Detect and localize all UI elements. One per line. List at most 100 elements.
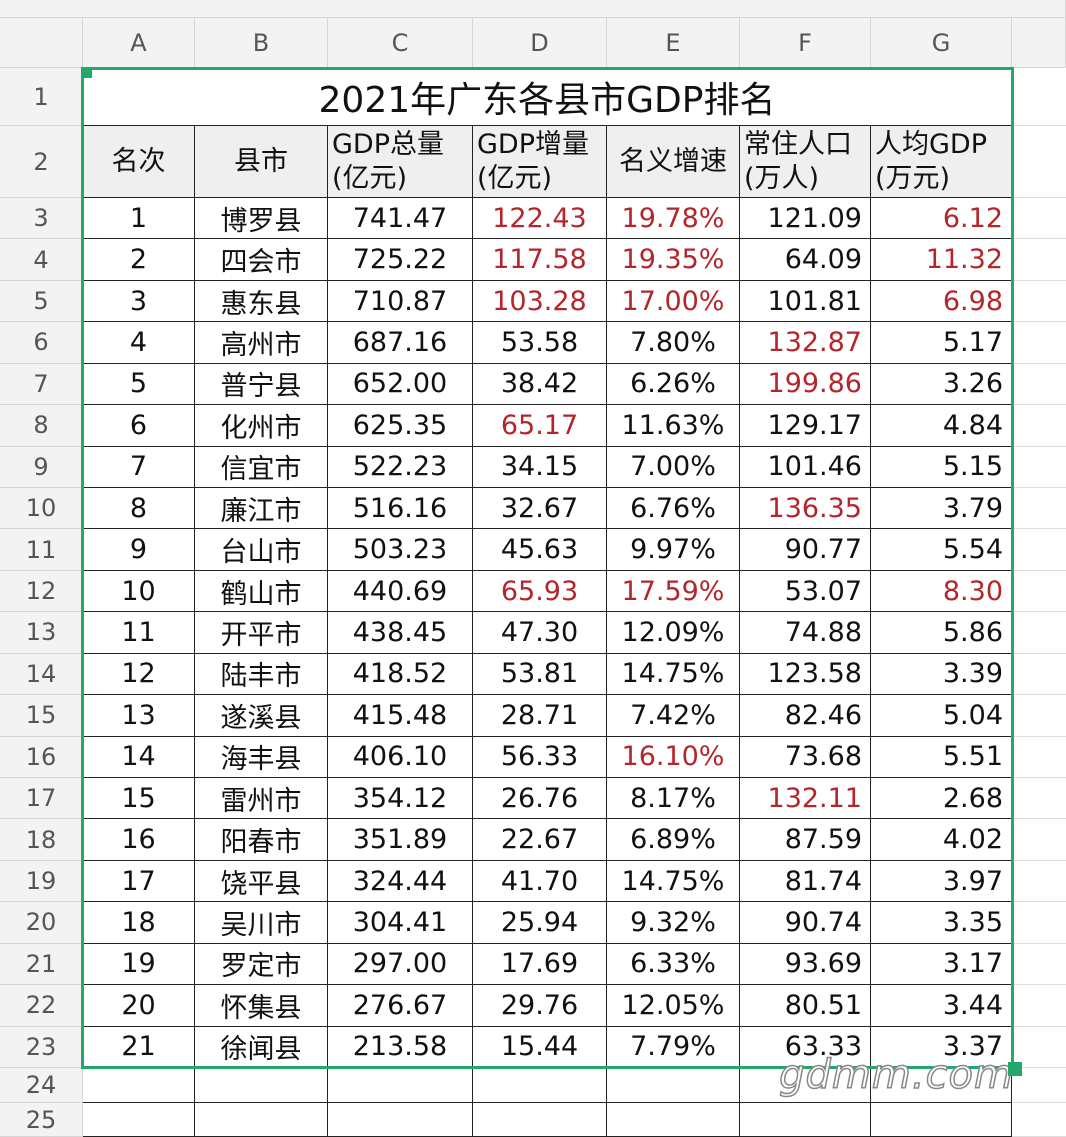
empty-cell[interactable] [1012, 944, 1066, 986]
row-header[interactable]: 6 [0, 322, 83, 364]
empty-cell[interactable] [328, 1103, 473, 1137]
column-header[interactable]: D [473, 18, 607, 68]
empty-cell[interactable] [607, 1068, 740, 1103]
row-header[interactable]: 20 [0, 902, 83, 944]
row-header[interactable]: 14 [0, 653, 83, 696]
data-cell: 14 [83, 736, 195, 778]
data-cell: 122.43 [473, 198, 607, 240]
row-header[interactable]: 9 [0, 446, 83, 488]
empty-cell[interactable] [1012, 902, 1066, 944]
row-header[interactable]: 18 [0, 819, 83, 861]
row-header[interactable]: 4 [0, 239, 83, 281]
empty-cell[interactable] [1012, 405, 1066, 447]
row-header[interactable]: 16 [0, 736, 83, 778]
column-header[interactable]: E [607, 18, 740, 68]
empty-cell[interactable] [83, 1068, 195, 1103]
row-header[interactable]: 7 [0, 363, 83, 406]
empty-cell[interactable] [83, 1103, 195, 1137]
data-cell: 12.09% [607, 612, 740, 654]
data-cell: 103.28 [473, 280, 607, 323]
row-header[interactable]: 15 [0, 695, 83, 737]
empty-cell[interactable] [1012, 695, 1066, 737]
header-text: 常住人口 [744, 128, 852, 160]
empty-cell[interactable] [1012, 571, 1066, 613]
row-header[interactable]: 11 [0, 529, 83, 571]
row-header[interactable]: 19 [0, 860, 83, 903]
column-header[interactable]: G [871, 18, 1012, 68]
selection-handle[interactable] [82, 68, 92, 78]
empty-cell[interactable] [607, 1103, 740, 1137]
data-cell: 87.59 [740, 819, 871, 861]
empty-cell[interactable] [1012, 239, 1066, 281]
empty-cell[interactable] [473, 1068, 607, 1103]
row-header[interactable]: 24 [0, 1068, 83, 1103]
column-header[interactable]: F [740, 18, 871, 68]
empty-cell[interactable] [740, 1103, 871, 1137]
empty-cell[interactable] [1012, 985, 1066, 1027]
empty-cell[interactable] [328, 1068, 473, 1103]
empty-cell[interactable] [473, 1103, 607, 1137]
empty-cell[interactable] [1012, 68, 1066, 126]
empty-cell[interactable] [1012, 1027, 1066, 1068]
data-cell: 6.26% [607, 363, 740, 406]
data-cell: 304.41 [328, 902, 473, 944]
row-header[interactable]: 21 [0, 943, 83, 986]
row-header[interactable]: 22 [0, 985, 83, 1027]
empty-cell[interactable] [1012, 778, 1066, 820]
data-cell: 8 [83, 488, 195, 530]
column-header[interactable]: A [83, 18, 195, 68]
empty-cell[interactable] [195, 1068, 328, 1103]
empty-cell[interactable] [1012, 447, 1066, 488]
empty-cell[interactable] [195, 1103, 328, 1137]
data-cell: 7.42% [607, 695, 740, 737]
empty-cell[interactable] [1012, 1068, 1066, 1103]
row-header[interactable]: 2 [0, 126, 83, 198]
row-header[interactable]: 13 [0, 612, 83, 654]
data-cell: 3 [83, 280, 195, 323]
row-header[interactable]: 8 [0, 405, 83, 447]
empty-cell[interactable] [1012, 198, 1066, 240]
row-header[interactable]: 12 [0, 570, 83, 613]
empty-cell[interactable] [1012, 1103, 1066, 1137]
empty-cell[interactable] [1012, 737, 1066, 778]
empty-cell[interactable] [1012, 612, 1066, 654]
empty-cell[interactable] [1012, 281, 1066, 323]
data-cell: 海丰县 [195, 736, 328, 778]
data-cell: 710.87 [328, 280, 473, 323]
row-header[interactable]: 3 [0, 198, 83, 240]
empty-cell[interactable] [1012, 364, 1066, 406]
data-cell: 6.33% [607, 943, 740, 986]
data-cell: 65.17 [473, 405, 607, 447]
empty-cell[interactable] [1012, 861, 1066, 903]
empty-cell[interactable] [871, 1068, 1012, 1103]
data-cell: 8.17% [607, 778, 740, 820]
data-cell: 17.59% [607, 570, 740, 613]
data-cell: 13 [83, 695, 195, 737]
data-cell: 台山市 [195, 529, 328, 571]
empty-cell[interactable] [1012, 488, 1066, 530]
corner-cell[interactable] [0, 18, 83, 68]
row-header[interactable]: 5 [0, 280, 83, 323]
data-cell: 21 [83, 1026, 195, 1068]
empty-cell[interactable] [1012, 126, 1066, 198]
empty-cell[interactable] [1012, 322, 1066, 364]
row-header[interactable]: 10 [0, 488, 83, 530]
empty-cell[interactable] [1012, 819, 1066, 861]
row-header[interactable]: 1 [0, 68, 83, 126]
empty-cell[interactable] [1012, 654, 1066, 696]
column-header[interactable]: B [195, 18, 328, 68]
header-cell: 常住人口 (万人) [740, 126, 871, 198]
column-header[interactable] [1012, 18, 1066, 68]
data-cell: 522.23 [328, 446, 473, 488]
data-cell: 饶平县 [195, 860, 328, 903]
data-cell: 65.93 [473, 570, 607, 613]
header-text: (亿元) [332, 162, 408, 194]
selection-handle[interactable] [1008, 1062, 1022, 1076]
row-header[interactable]: 25 [0, 1103, 83, 1137]
empty-cell[interactable] [740, 1068, 871, 1103]
empty-cell[interactable] [871, 1103, 1012, 1137]
row-header[interactable]: 17 [0, 778, 83, 820]
empty-cell[interactable] [1012, 529, 1066, 571]
column-header[interactable]: C [328, 18, 473, 68]
row-header[interactable]: 23 [0, 1026, 83, 1068]
